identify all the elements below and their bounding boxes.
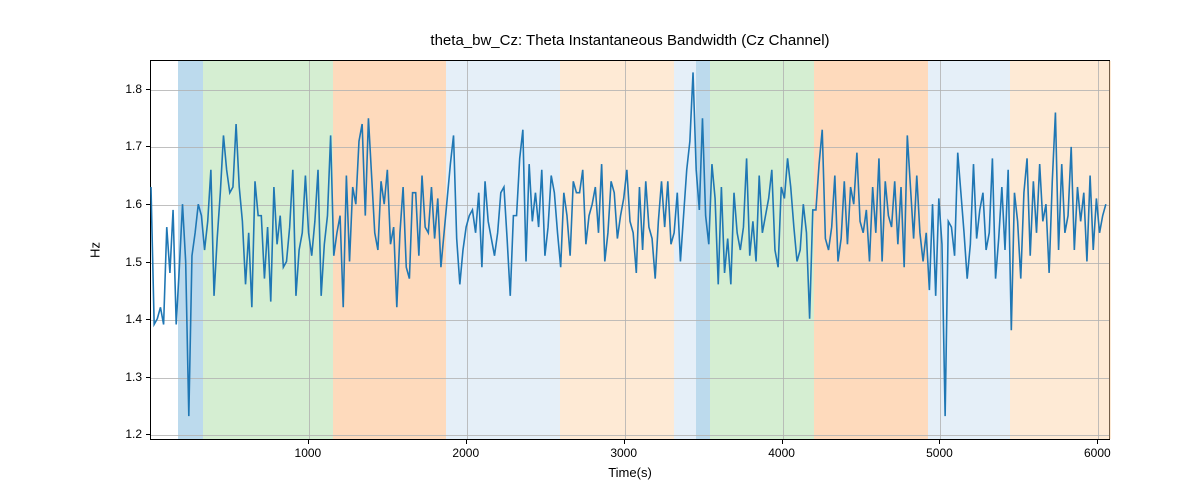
y-tick-label: 1.6: [125, 197, 142, 211]
y-tick-label: 1.4: [125, 312, 142, 326]
y-axis-label: Hz: [88, 242, 103, 258]
x-tick-label: 2000: [452, 446, 479, 460]
x-tick-label: 1000: [295, 446, 322, 460]
line-path: [151, 72, 1106, 416]
y-tick-label: 1.7: [125, 139, 142, 153]
y-tick-label: 1.3: [125, 370, 142, 384]
x-tick-label: 3000: [610, 446, 637, 460]
line-series: [151, 61, 1109, 439]
x-tick-label: 5000: [926, 446, 953, 460]
x-tick-label: 4000: [768, 446, 795, 460]
x-axis-label: Time(s): [150, 465, 1110, 480]
y-tick-label: 1.8: [125, 82, 142, 96]
y-tick-label: 1.5: [125, 255, 142, 269]
x-tick-label: 6000: [1084, 446, 1111, 460]
y-tick-label: 1.2: [125, 427, 142, 441]
chart-container: [150, 60, 1110, 440]
plot-area: [150, 60, 1110, 440]
chart-title: theta_bw_Cz: Theta Instantaneous Bandwid…: [150, 32, 1110, 49]
